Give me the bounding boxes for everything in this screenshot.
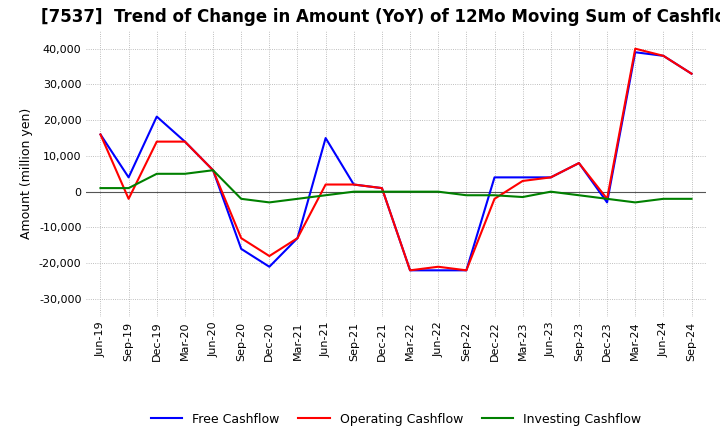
Free Cashflow [181, 139, 189, 144]
Free Cashflow [96, 132, 105, 137]
Free Cashflow [125, 175, 133, 180]
Free Cashflow [406, 268, 415, 273]
Investing Cashflow [546, 189, 555, 194]
Operating Cashflow [631, 46, 639, 51]
Free Cashflow [575, 161, 583, 166]
Operating Cashflow [406, 268, 415, 273]
Operating Cashflow [518, 178, 527, 183]
Operating Cashflow [462, 268, 471, 273]
Investing Cashflow [125, 186, 133, 191]
Free Cashflow [265, 264, 274, 269]
Y-axis label: Amount (million yen): Amount (million yen) [20, 108, 33, 239]
Free Cashflow [321, 136, 330, 141]
Investing Cashflow [377, 189, 386, 194]
Operating Cashflow [321, 182, 330, 187]
Investing Cashflow [462, 193, 471, 198]
Operating Cashflow [603, 196, 611, 202]
Line: Operating Cashflow: Operating Cashflow [101, 49, 691, 270]
Operating Cashflow [490, 196, 499, 202]
Investing Cashflow [659, 196, 667, 202]
Investing Cashflow [490, 193, 499, 198]
Free Cashflow [293, 235, 302, 241]
Free Cashflow [153, 114, 161, 119]
Title: [7537]  Trend of Change in Amount (YoY) of 12Mo Moving Sum of Cashflows: [7537] Trend of Change in Amount (YoY) o… [41, 8, 720, 26]
Investing Cashflow [265, 200, 274, 205]
Operating Cashflow [153, 139, 161, 144]
Free Cashflow [377, 186, 386, 191]
Free Cashflow [349, 182, 358, 187]
Investing Cashflow [434, 189, 443, 194]
Free Cashflow [603, 200, 611, 205]
Operating Cashflow [181, 139, 189, 144]
Free Cashflow [631, 50, 639, 55]
Investing Cashflow [321, 193, 330, 198]
Free Cashflow [518, 175, 527, 180]
Investing Cashflow [406, 189, 415, 194]
Operating Cashflow [546, 175, 555, 180]
Operating Cashflow [209, 168, 217, 173]
Operating Cashflow [96, 132, 105, 137]
Investing Cashflow [575, 193, 583, 198]
Operating Cashflow [349, 182, 358, 187]
Operating Cashflow [377, 186, 386, 191]
Free Cashflow [209, 168, 217, 173]
Free Cashflow [462, 268, 471, 273]
Operating Cashflow [237, 235, 246, 241]
Investing Cashflow [181, 171, 189, 176]
Investing Cashflow [518, 194, 527, 200]
Investing Cashflow [687, 196, 696, 202]
Investing Cashflow [209, 168, 217, 173]
Operating Cashflow [434, 264, 443, 269]
Operating Cashflow [125, 196, 133, 202]
Investing Cashflow [237, 196, 246, 202]
Operating Cashflow [293, 235, 302, 241]
Operating Cashflow [659, 53, 667, 59]
Free Cashflow [659, 53, 667, 59]
Free Cashflow [490, 175, 499, 180]
Investing Cashflow [603, 196, 611, 202]
Operating Cashflow [575, 161, 583, 166]
Legend: Free Cashflow, Operating Cashflow, Investing Cashflow: Free Cashflow, Operating Cashflow, Inves… [146, 408, 646, 431]
Investing Cashflow [153, 171, 161, 176]
Investing Cashflow [631, 200, 639, 205]
Investing Cashflow [293, 196, 302, 202]
Operating Cashflow [265, 253, 274, 259]
Investing Cashflow [96, 186, 105, 191]
Free Cashflow [237, 246, 246, 252]
Operating Cashflow [687, 71, 696, 76]
Investing Cashflow [349, 189, 358, 194]
Free Cashflow [687, 71, 696, 76]
Free Cashflow [434, 268, 443, 273]
Line: Free Cashflow: Free Cashflow [101, 52, 691, 270]
Free Cashflow [546, 175, 555, 180]
Line: Investing Cashflow: Investing Cashflow [101, 170, 691, 202]
